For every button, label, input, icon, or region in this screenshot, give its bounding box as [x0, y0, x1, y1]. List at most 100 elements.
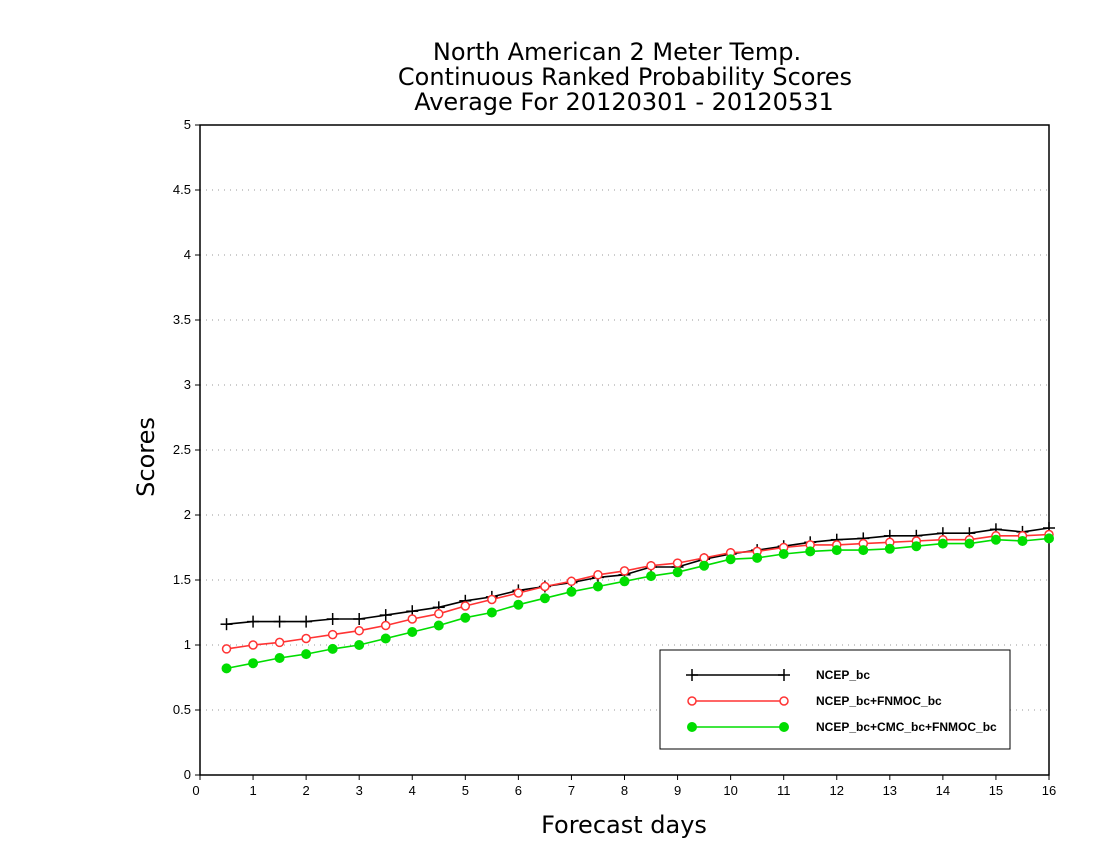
- data-point: [831, 545, 842, 556]
- data-point: [247, 615, 260, 628]
- data-point: [752, 552, 763, 563]
- legend-marker: [779, 722, 789, 732]
- data-point: [646, 560, 656, 571]
- data-point: [220, 618, 233, 631]
- data-point: [1044, 533, 1054, 544]
- data-point: [619, 576, 630, 587]
- series-2: [221, 529, 1054, 654]
- data-point: [301, 633, 311, 644]
- x-tick-label: 10: [723, 783, 737, 798]
- x-tick-label: 1: [249, 783, 256, 798]
- y-tick-label: 2.5: [173, 442, 191, 457]
- data-point: [379, 609, 392, 622]
- data-point: [884, 543, 895, 554]
- data-point: [566, 576, 577, 587]
- x-tick-label: 15: [989, 783, 1003, 798]
- legend: NCEP_bc NCEP_bc+FNMOC_bc NCEP_bc+CMC_bc+FN…: [659, 649, 1011, 750]
- x-tick-label: 7: [568, 783, 575, 798]
- x-tick-label: 16: [1042, 783, 1056, 798]
- data-point: [327, 643, 338, 654]
- legend-label: NCEP_bc+CMC_bc+FNMOC_bc: [816, 720, 997, 734]
- legend-item: NCEP_bc+CMC_bc+FNMOC_bc: [687, 720, 997, 734]
- data-point: [248, 658, 259, 669]
- data-point: [354, 625, 364, 636]
- data-point: [539, 593, 550, 604]
- gridlines: [200, 189, 1049, 711]
- x-tick-label: 3: [356, 783, 363, 798]
- x-axis-title: Forecast days: [541, 811, 707, 839]
- x-tick-label: 6: [515, 783, 522, 798]
- data-point: [301, 649, 312, 660]
- data-point: [964, 538, 975, 549]
- legend-marker: [779, 696, 789, 706]
- y-tick-label: 0: [184, 767, 191, 782]
- data-point: [487, 594, 497, 605]
- data-point: [486, 607, 497, 618]
- data-point: [248, 640, 258, 650]
- x-tick-label: 12: [830, 783, 844, 798]
- data-point: [619, 566, 630, 576]
- x-tick-label: 14: [936, 783, 950, 798]
- data-point: [937, 538, 948, 549]
- data-point: [407, 627, 418, 637]
- data-point: [221, 663, 232, 674]
- series-3: [221, 533, 1054, 674]
- series-line: [226, 533, 1050, 650]
- data-point: [353, 613, 366, 625]
- data-point: [460, 601, 471, 611]
- y-tick-label: 4: [184, 247, 191, 262]
- y-axis-title: Scores: [132, 417, 160, 497]
- y-tick-label: 1.5: [173, 572, 191, 587]
- data-point: [778, 549, 789, 559]
- y-tick-label: 1: [184, 637, 191, 652]
- chart-title-line-2: Continuous Ranked Probability Scores: [398, 63, 852, 91]
- legend-marker: [687, 722, 697, 732]
- y-tick-label: 3: [184, 377, 191, 392]
- legend-item: NCEP_bc+FNMOC_bc: [687, 694, 942, 708]
- data-point: [592, 581, 603, 592]
- data-point: [1017, 536, 1028, 546]
- x-tick-label: 5: [462, 783, 469, 798]
- legend-box: [659, 649, 1011, 750]
- data-point: [513, 588, 524, 598]
- y-tick-label: 5: [184, 117, 191, 132]
- y-tick-label: 0.5: [173, 702, 191, 717]
- legend-label: NCEP_bc+FNMOC_bc: [816, 694, 942, 708]
- data-point: [327, 629, 338, 640]
- x-tick-label: 13: [883, 783, 897, 798]
- data-point: [593, 570, 603, 580]
- data-point: [513, 599, 524, 610]
- x-tick-label: 11: [777, 783, 791, 798]
- data-point: [672, 567, 683, 578]
- data-point: [672, 558, 683, 568]
- chart-title-line-1: North American 2 Meter Temp.: [433, 38, 801, 66]
- data-point: [274, 653, 285, 663]
- data-point: [858, 545, 869, 556]
- data-point: [380, 620, 391, 631]
- legend-label: NCEP_bc: [816, 668, 870, 682]
- x-tick-label: 9: [674, 783, 681, 798]
- x-tick-label: 8: [621, 783, 628, 798]
- data-point: [221, 644, 232, 654]
- data-point: [300, 615, 313, 628]
- data-point: [433, 620, 444, 631]
- data-point: [911, 541, 922, 552]
- data-point: [566, 586, 577, 597]
- data-point: [274, 637, 285, 648]
- legend-marker: [687, 696, 697, 706]
- data-point: [540, 581, 550, 592]
- legend-item: NCEP_bc: [686, 668, 870, 682]
- series-line: [226, 537, 1050, 670]
- legend-marker: [686, 669, 698, 681]
- x-tick-label: 2: [303, 783, 310, 798]
- series-layer: [220, 522, 1055, 674]
- data-point: [326, 613, 339, 625]
- data-point: [354, 640, 365, 650]
- x-tick-label: 0: [192, 783, 199, 798]
- data-point: [725, 554, 736, 565]
- data-point: [699, 560, 710, 571]
- x-axis-ticks: 0 1 2 3 4 5 6 7 8 9 10 11 12 13 14 15 16: [192, 775, 1056, 798]
- y-tick-label: 2: [184, 507, 191, 522]
- series-1: [220, 522, 1055, 631]
